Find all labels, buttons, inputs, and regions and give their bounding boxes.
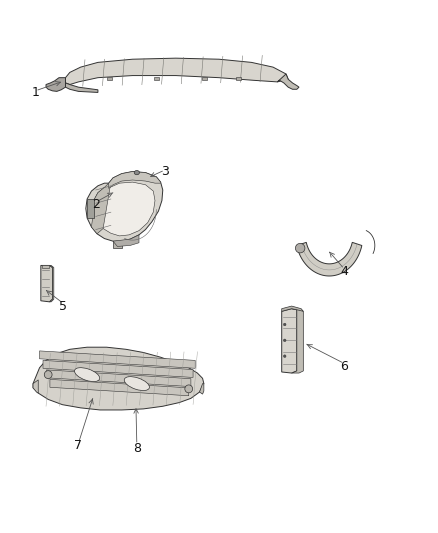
Polygon shape [46,370,191,386]
Polygon shape [113,241,122,248]
Polygon shape [277,74,299,90]
Polygon shape [200,384,204,394]
Ellipse shape [185,385,193,393]
Polygon shape [94,182,155,236]
Text: 5: 5 [59,300,67,312]
Polygon shape [39,351,195,368]
Ellipse shape [74,368,100,382]
Polygon shape [50,379,189,395]
Ellipse shape [44,370,52,378]
Polygon shape [292,308,304,373]
Polygon shape [46,78,66,91]
Polygon shape [66,83,98,92]
Polygon shape [282,309,297,373]
Text: 2: 2 [92,198,100,211]
Polygon shape [202,77,207,80]
Polygon shape [106,77,112,80]
Polygon shape [92,183,110,234]
Polygon shape [43,360,193,377]
Polygon shape [113,235,139,246]
Ellipse shape [283,339,286,342]
Polygon shape [41,265,53,302]
Polygon shape [66,58,288,85]
Text: 6: 6 [340,360,348,373]
Polygon shape [49,265,54,302]
Polygon shape [297,243,362,276]
Ellipse shape [283,323,286,326]
Polygon shape [236,77,241,80]
Polygon shape [87,199,94,218]
Polygon shape [33,347,204,410]
Polygon shape [109,172,161,189]
Polygon shape [33,380,38,393]
Text: 3: 3 [161,165,169,178]
Text: 1: 1 [31,86,39,99]
Text: 4: 4 [340,265,348,278]
Ellipse shape [134,171,139,175]
Ellipse shape [124,377,149,391]
Ellipse shape [283,355,286,358]
Text: 8: 8 [133,442,141,455]
Polygon shape [42,265,49,268]
Polygon shape [154,77,159,80]
Text: 7: 7 [74,439,82,453]
Polygon shape [86,172,163,241]
Ellipse shape [295,244,305,253]
Polygon shape [282,306,304,311]
